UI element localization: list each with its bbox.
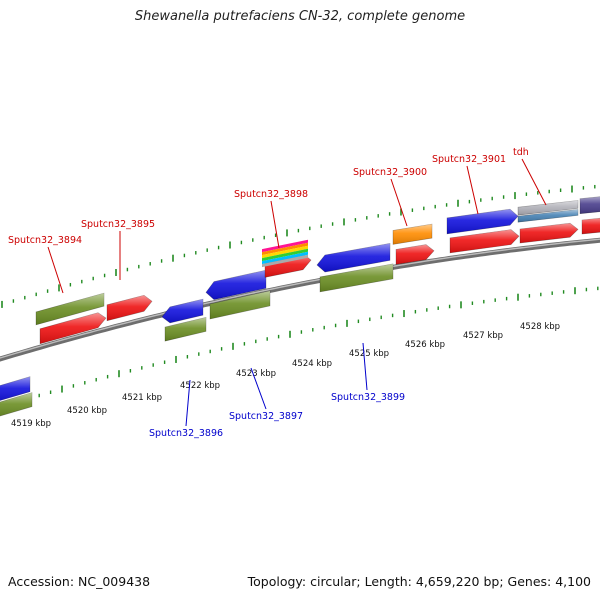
cds-olive-shine bbox=[0, 392, 32, 417]
cds-red-shine bbox=[520, 223, 578, 243]
gene-label-forward: Sputcn32_3898 bbox=[234, 189, 308, 200]
gene-label-forward: Sputcn32_3894 bbox=[8, 235, 82, 246]
genome-stats-text: Topology: circular; Length: 4,659,220 bp… bbox=[247, 574, 591, 589]
cds-olive-shine bbox=[165, 317, 206, 342]
cds-olive-shine bbox=[210, 290, 270, 319]
leader-line-forward bbox=[390, 178, 408, 227]
inner-tick-ring bbox=[4, 286, 599, 410]
leader-line-reverse bbox=[250, 367, 267, 410]
leader-line-reverse bbox=[362, 342, 368, 391]
cds-olive-shine bbox=[320, 263, 393, 292]
scale-labels: 4519 kbp 4520 kbp 4521 kbp 4522 kbp 4523 kbp… bbox=[11, 322, 560, 429]
leader-line-forward bbox=[466, 165, 479, 215]
cds-striped bbox=[262, 242, 308, 256]
gene-label-reverse: Sputcn32_3897 bbox=[229, 411, 303, 422]
gene-label-forward: tdh bbox=[513, 147, 529, 158]
cds-blue-shine bbox=[317, 243, 390, 272]
leader-line-forward bbox=[270, 200, 280, 249]
label-leader-lines bbox=[47, 158, 547, 427]
map-title: Shewanella putrefaciens CN-32, complete … bbox=[134, 9, 466, 24]
cds-orange-shine bbox=[393, 224, 432, 245]
backbone bbox=[0, 237, 600, 362]
scale-label: 4522 kbp bbox=[180, 381, 220, 391]
scale-label: 4524 kbp bbox=[292, 359, 332, 369]
cds-red-shine bbox=[450, 229, 519, 253]
accession-text: Accession: NC_009438 bbox=[8, 574, 151, 589]
gene-label-forward: Sputcn32_3901 bbox=[432, 154, 506, 165]
scale-label: 4527 kbp bbox=[463, 331, 503, 341]
cds-striped bbox=[262, 239, 308, 253]
gene-label-reverse: Sputcn32_3896 bbox=[149, 428, 223, 439]
backbone-line bbox=[0, 237, 600, 362]
cds-striped bbox=[262, 251, 308, 265]
cds-striped bbox=[262, 254, 308, 268]
cds-red-shine bbox=[40, 312, 106, 344]
cds-blue-shine bbox=[447, 209, 518, 234]
backbone-highlight bbox=[0, 238, 600, 359]
cds-blue-shine bbox=[162, 299, 203, 323]
cds-striped bbox=[262, 248, 308, 262]
cds-red-shine bbox=[107, 295, 152, 321]
cds-red-shine bbox=[396, 244, 434, 265]
scale-label: 4526 kbp bbox=[405, 340, 445, 350]
cds-red-shine bbox=[582, 218, 600, 234]
gene-label-forward: Sputcn32_3895 bbox=[81, 219, 155, 230]
leader-line-forward bbox=[521, 158, 547, 206]
leader-line-reverse bbox=[185, 379, 191, 427]
gene-features bbox=[0, 196, 600, 417]
scale-label: 4525 kbp bbox=[349, 349, 389, 359]
scale-label: 4520 kbp bbox=[67, 406, 107, 416]
cds-slate-shine bbox=[580, 196, 600, 214]
gene-label-reverse: Sputcn32_3899 bbox=[331, 392, 405, 403]
scale-label: 4521 kbp bbox=[122, 393, 162, 403]
cds-blue-shine bbox=[206, 270, 266, 300]
cds-grey-shine bbox=[518, 200, 578, 216]
scale-label: 4519 kbp bbox=[11, 419, 51, 429]
leader-line-forward bbox=[47, 246, 64, 294]
outer-tick-ring bbox=[1, 184, 596, 308]
cds-steel-shine bbox=[518, 209, 578, 223]
cds-olive-shine bbox=[36, 293, 104, 325]
scale-label: 4528 kbp bbox=[520, 322, 560, 332]
cds-striped bbox=[262, 245, 308, 259]
scale-label: 4523 kbp bbox=[236, 369, 276, 379]
gene-labels: Sputcn32_3894 Sputcn32_3895 Sputcn32_3898 S… bbox=[8, 147, 529, 439]
gene-label-forward: Sputcn32_3900 bbox=[353, 167, 427, 178]
cds-blue-shine bbox=[0, 376, 30, 401]
